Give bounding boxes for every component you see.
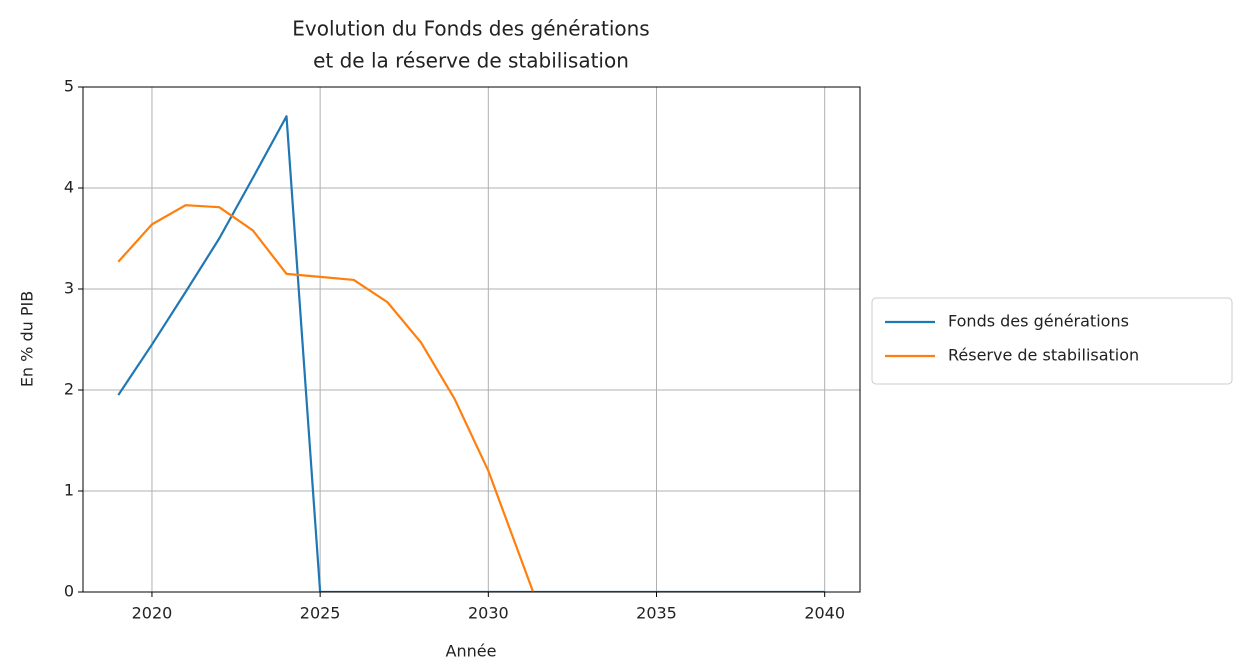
grid: 0 1 2 3 4 5 2020 2025 2030 2035 2040 [64,77,860,623]
y-tick-label: 3 [64,279,74,298]
x-axis-label: Année [446,642,497,661]
legend-label: Fonds des générations [948,312,1129,331]
series-line [117,115,825,592]
plot-lines [117,115,825,592]
series-line [117,204,535,592]
legend-box [871,297,1233,385]
plot-frame [82,86,861,593]
chart-title: Evolution du Fonds des générations [292,17,649,41]
x-tick-label: 2040 [804,604,845,623]
y-axis-label: En % du PIB [18,291,37,387]
y-tick-label: 1 [64,481,74,500]
legend-label: Réserve de stabilisation [948,346,1139,365]
x-tick-label: 2025 [300,604,341,623]
chart-title: et de la réserve de stabilisation [313,49,629,73]
y-tick-label: 4 [64,178,74,197]
x-tick-label: 2030 [468,604,509,623]
y-tick-label: 0 [64,582,74,601]
x-tick-label: 2020 [132,604,173,623]
y-tick-label: 2 [64,380,74,399]
x-tick-label: 2035 [636,604,677,623]
legend: Fonds des générations Réserve de stabilis… [871,297,1233,385]
y-tick-label: 5 [64,77,74,96]
